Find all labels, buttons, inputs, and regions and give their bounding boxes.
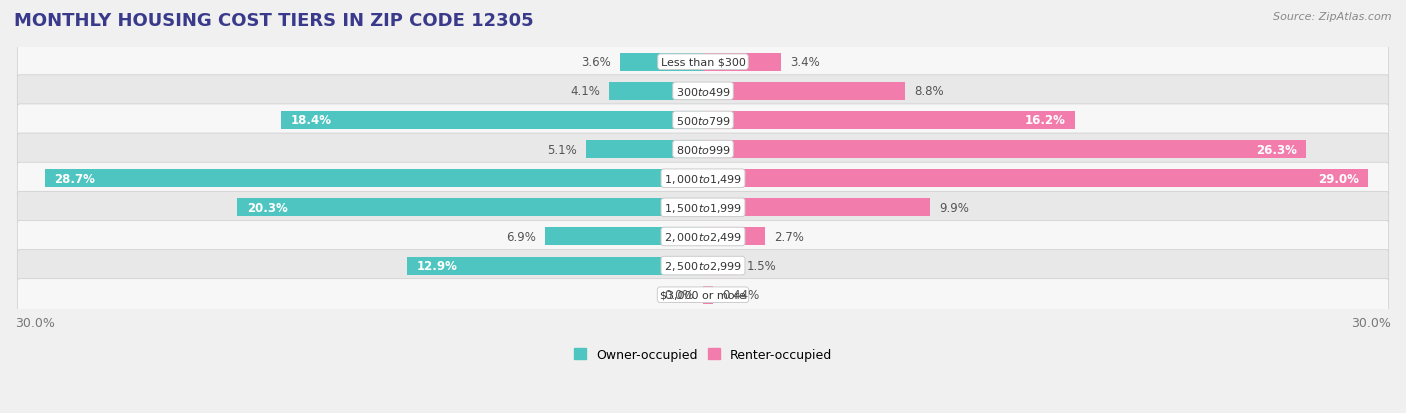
Bar	[703, 199, 929, 217]
Text: Less than $300: Less than $300	[661, 57, 745, 67]
Text: 16.2%: 16.2%	[1025, 114, 1066, 127]
Text: 3.6%: 3.6%	[582, 56, 612, 69]
Bar	[703, 112, 1074, 130]
Text: 12.9%: 12.9%	[416, 259, 457, 273]
Bar	[703, 228, 765, 246]
Bar	[45, 170, 703, 188]
Text: 8.8%: 8.8%	[914, 85, 943, 98]
Bar	[281, 112, 703, 130]
Text: 30.0%: 30.0%	[1351, 316, 1391, 329]
Text: 5.1%: 5.1%	[547, 143, 576, 156]
Legend: Owner-occupied, Renter-occupied: Owner-occupied, Renter-occupied	[574, 348, 832, 361]
FancyBboxPatch shape	[17, 250, 1389, 282]
Bar	[620, 54, 703, 71]
Text: 3.4%: 3.4%	[790, 56, 820, 69]
Text: $300 to $499: $300 to $499	[675, 85, 731, 97]
FancyBboxPatch shape	[17, 221, 1389, 253]
Bar	[703, 83, 905, 101]
Bar	[586, 141, 703, 159]
Text: 30.0%: 30.0%	[15, 316, 55, 329]
Text: 18.4%: 18.4%	[290, 114, 332, 127]
Text: 0.44%: 0.44%	[723, 289, 759, 301]
Bar	[703, 54, 780, 71]
Text: 2.7%: 2.7%	[775, 230, 804, 243]
Bar	[703, 257, 737, 275]
Bar	[609, 83, 703, 101]
Text: 9.9%: 9.9%	[939, 202, 969, 214]
Text: 26.3%: 26.3%	[1256, 143, 1296, 156]
Bar	[544, 228, 703, 246]
FancyBboxPatch shape	[17, 279, 1389, 311]
Text: $2,500 to $2,999: $2,500 to $2,999	[664, 259, 742, 273]
Text: 4.1%: 4.1%	[569, 85, 600, 98]
FancyBboxPatch shape	[17, 134, 1389, 166]
FancyBboxPatch shape	[17, 104, 1389, 137]
Text: 6.9%: 6.9%	[506, 230, 536, 243]
Text: 20.3%: 20.3%	[246, 202, 287, 214]
Text: $1,000 to $1,499: $1,000 to $1,499	[664, 172, 742, 185]
Bar	[408, 257, 703, 275]
Text: $800 to $999: $800 to $999	[675, 144, 731, 156]
Text: 1.5%: 1.5%	[747, 259, 776, 273]
Bar	[703, 170, 1368, 188]
Bar	[703, 286, 713, 304]
FancyBboxPatch shape	[17, 47, 1389, 78]
Text: $1,500 to $1,999: $1,500 to $1,999	[664, 202, 742, 214]
FancyBboxPatch shape	[17, 192, 1389, 224]
Text: Source: ZipAtlas.com: Source: ZipAtlas.com	[1274, 12, 1392, 22]
Text: 28.7%: 28.7%	[53, 172, 94, 185]
Bar	[238, 199, 703, 217]
Text: MONTHLY HOUSING COST TIERS IN ZIP CODE 12305: MONTHLY HOUSING COST TIERS IN ZIP CODE 1…	[14, 12, 534, 30]
Text: $500 to $799: $500 to $799	[675, 115, 731, 127]
Text: 0.0%: 0.0%	[664, 289, 693, 301]
FancyBboxPatch shape	[17, 163, 1389, 195]
FancyBboxPatch shape	[17, 76, 1389, 107]
Text: 29.0%: 29.0%	[1317, 172, 1358, 185]
Bar	[703, 141, 1306, 159]
Text: $3,000 or more: $3,000 or more	[661, 290, 745, 300]
Text: $2,000 to $2,499: $2,000 to $2,499	[664, 230, 742, 243]
